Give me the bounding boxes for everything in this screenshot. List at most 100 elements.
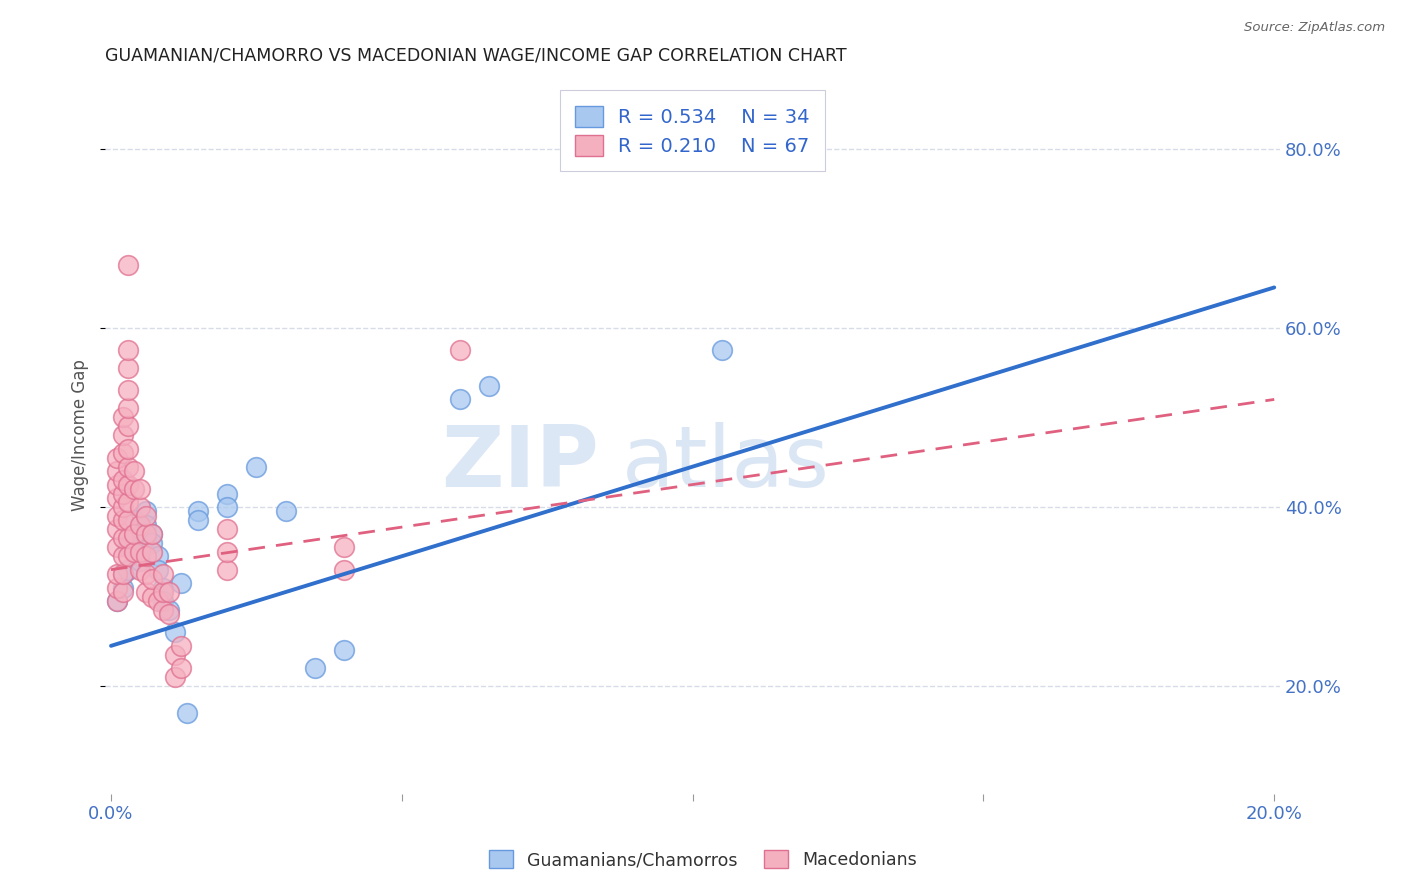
Point bbox=[111, 581, 134, 595]
Point bbox=[152, 585, 174, 599]
Point bbox=[111, 513, 134, 527]
Point bbox=[135, 504, 157, 518]
Point bbox=[111, 428, 134, 442]
Point bbox=[141, 536, 163, 550]
Point bbox=[117, 477, 139, 491]
Point bbox=[332, 541, 354, 555]
Point bbox=[152, 581, 174, 595]
Point bbox=[157, 607, 180, 622]
Point bbox=[245, 459, 267, 474]
Point bbox=[105, 464, 128, 478]
Point bbox=[111, 446, 134, 460]
Point bbox=[129, 563, 152, 577]
Point bbox=[135, 526, 157, 541]
Point bbox=[117, 513, 139, 527]
Point bbox=[141, 572, 163, 586]
Point bbox=[129, 554, 152, 568]
Point bbox=[117, 531, 139, 545]
Text: Source: ZipAtlas.com: Source: ZipAtlas.com bbox=[1244, 21, 1385, 34]
Point bbox=[141, 526, 163, 541]
Point bbox=[135, 585, 157, 599]
Point bbox=[117, 343, 139, 358]
Point bbox=[117, 401, 139, 416]
Y-axis label: Wage/Income Gap: Wage/Income Gap bbox=[72, 359, 89, 511]
Point bbox=[111, 585, 134, 599]
Point bbox=[152, 603, 174, 617]
Point bbox=[105, 567, 128, 582]
Point bbox=[124, 526, 146, 541]
Point bbox=[170, 639, 193, 653]
Point bbox=[449, 392, 471, 407]
Point bbox=[332, 563, 354, 577]
Point bbox=[111, 567, 134, 582]
Point bbox=[105, 594, 128, 608]
Point bbox=[157, 585, 180, 599]
Point bbox=[111, 473, 134, 487]
Point bbox=[117, 361, 139, 376]
Point bbox=[129, 517, 152, 532]
Point bbox=[141, 590, 163, 604]
Point bbox=[117, 495, 139, 509]
Point bbox=[129, 522, 152, 536]
Point bbox=[332, 643, 354, 657]
Point bbox=[146, 549, 169, 564]
Point bbox=[170, 661, 193, 675]
Point bbox=[217, 563, 239, 577]
Legend: R = 0.534    N = 34, R = 0.210    N = 67: R = 0.534 N = 34, R = 0.210 N = 67 bbox=[560, 90, 825, 171]
Point bbox=[135, 549, 157, 564]
Point bbox=[152, 567, 174, 582]
Point bbox=[105, 541, 128, 555]
Point bbox=[217, 545, 239, 559]
Point bbox=[217, 522, 239, 536]
Point bbox=[135, 531, 157, 545]
Point bbox=[176, 706, 198, 720]
Point bbox=[170, 576, 193, 591]
Point bbox=[163, 670, 186, 684]
Point bbox=[135, 567, 157, 582]
Point bbox=[105, 450, 128, 465]
Point bbox=[217, 500, 239, 514]
Point bbox=[117, 459, 139, 474]
Text: GUAMANIAN/CHAMORRO VS MACEDONIAN WAGE/INCOME GAP CORRELATION CHART: GUAMANIAN/CHAMORRO VS MACEDONIAN WAGE/IN… bbox=[105, 46, 846, 64]
Point bbox=[129, 541, 152, 555]
Text: ZIP: ZIP bbox=[441, 423, 599, 506]
Point bbox=[157, 603, 180, 617]
Point bbox=[478, 379, 501, 393]
Point bbox=[124, 464, 146, 478]
Point bbox=[124, 513, 146, 527]
Point bbox=[146, 563, 169, 577]
Point bbox=[146, 594, 169, 608]
Point bbox=[163, 648, 186, 662]
Point bbox=[274, 504, 297, 518]
Point bbox=[129, 482, 152, 496]
Point bbox=[124, 482, 146, 496]
Point bbox=[135, 508, 157, 523]
Point bbox=[117, 549, 139, 564]
Legend: Guamanians/Chamorros, Macedonians: Guamanians/Chamorros, Macedonians bbox=[482, 844, 924, 876]
Point bbox=[124, 545, 146, 559]
Point bbox=[163, 625, 186, 640]
Point bbox=[105, 581, 128, 595]
Point bbox=[105, 522, 128, 536]
Point bbox=[117, 419, 139, 434]
Point bbox=[111, 410, 134, 425]
Point bbox=[105, 491, 128, 505]
Point bbox=[111, 500, 134, 514]
Point bbox=[117, 563, 139, 577]
Point bbox=[141, 526, 163, 541]
Point bbox=[117, 384, 139, 398]
Text: atlas: atlas bbox=[621, 423, 830, 506]
Point bbox=[217, 486, 239, 500]
Point bbox=[124, 526, 146, 541]
Point bbox=[135, 517, 157, 532]
Point bbox=[111, 486, 134, 500]
Point bbox=[117, 541, 139, 555]
Point bbox=[141, 545, 163, 559]
Point bbox=[449, 343, 471, 358]
Point bbox=[117, 258, 139, 272]
Point bbox=[129, 545, 152, 559]
Point bbox=[105, 508, 128, 523]
Point bbox=[105, 477, 128, 491]
Point bbox=[129, 500, 152, 514]
Point bbox=[111, 549, 134, 564]
